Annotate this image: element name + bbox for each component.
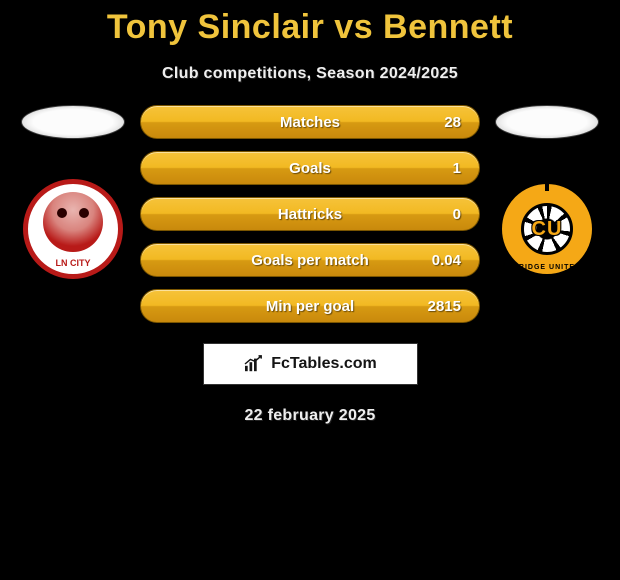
crest-right-text: CU <box>532 218 563 241</box>
stat-label: Min per goal <box>199 298 421 315</box>
stat-label: Goals per match <box>199 252 421 269</box>
stat-right-value: 0 <box>421 206 461 223</box>
stat-row: Min per goal2815 <box>140 289 480 323</box>
stat-right-value: 1 <box>421 160 461 177</box>
page-title: Tony Sinclair vs Bennett <box>0 0 620 47</box>
crest-tick-icon <box>545 181 549 191</box>
stat-row: Goals per match0.04 <box>140 243 480 277</box>
player-right-avatar-placeholder <box>495 105 599 139</box>
player-left-column: LN CITY <box>18 105 128 279</box>
stat-row: Hattricks0 <box>140 197 480 231</box>
stat-row: Goals1 <box>140 151 480 185</box>
comparison-card: Tony Sinclair vs Bennett Club competitio… <box>0 0 620 425</box>
stat-right-value: 28 <box>421 114 461 131</box>
crest-left-text: LN CITY <box>28 258 118 268</box>
subtitle: Club competitions, Season 2024/2025 <box>0 65 620 83</box>
crest-mascot-icon <box>43 192 103 252</box>
player-right-club-crest: CU BRIDGE UNITED <box>497 179 597 279</box>
bar-chart-icon <box>243 355 265 373</box>
content-row: LN CITY Matches28 Goals1 Hattricks0 Goals p… <box>0 105 620 323</box>
player-left-club-crest: LN CITY <box>23 179 123 279</box>
brand-label: FcTables.com <box>271 355 377 373</box>
stat-label: Matches <box>199 114 421 131</box>
player-right-column: CU BRIDGE UNITED <box>492 105 602 279</box>
stat-row: Matches28 <box>140 105 480 139</box>
stat-right-value: 0.04 <box>421 252 461 269</box>
stat-label: Goals <box>199 160 421 177</box>
stat-label: Hattricks <box>199 206 421 223</box>
crest-right-ring-text: BRIDGE UNITED <box>513 264 581 271</box>
stat-right-value: 2815 <box>421 298 461 315</box>
stats-list: Matches28 Goals1 Hattricks0 Goals per match… <box>140 105 480 323</box>
date-label: 22 february 2025 <box>0 407 620 425</box>
brand-badge[interactable]: FcTables.com <box>203 343 418 385</box>
player-left-avatar-placeholder <box>21 105 125 139</box>
